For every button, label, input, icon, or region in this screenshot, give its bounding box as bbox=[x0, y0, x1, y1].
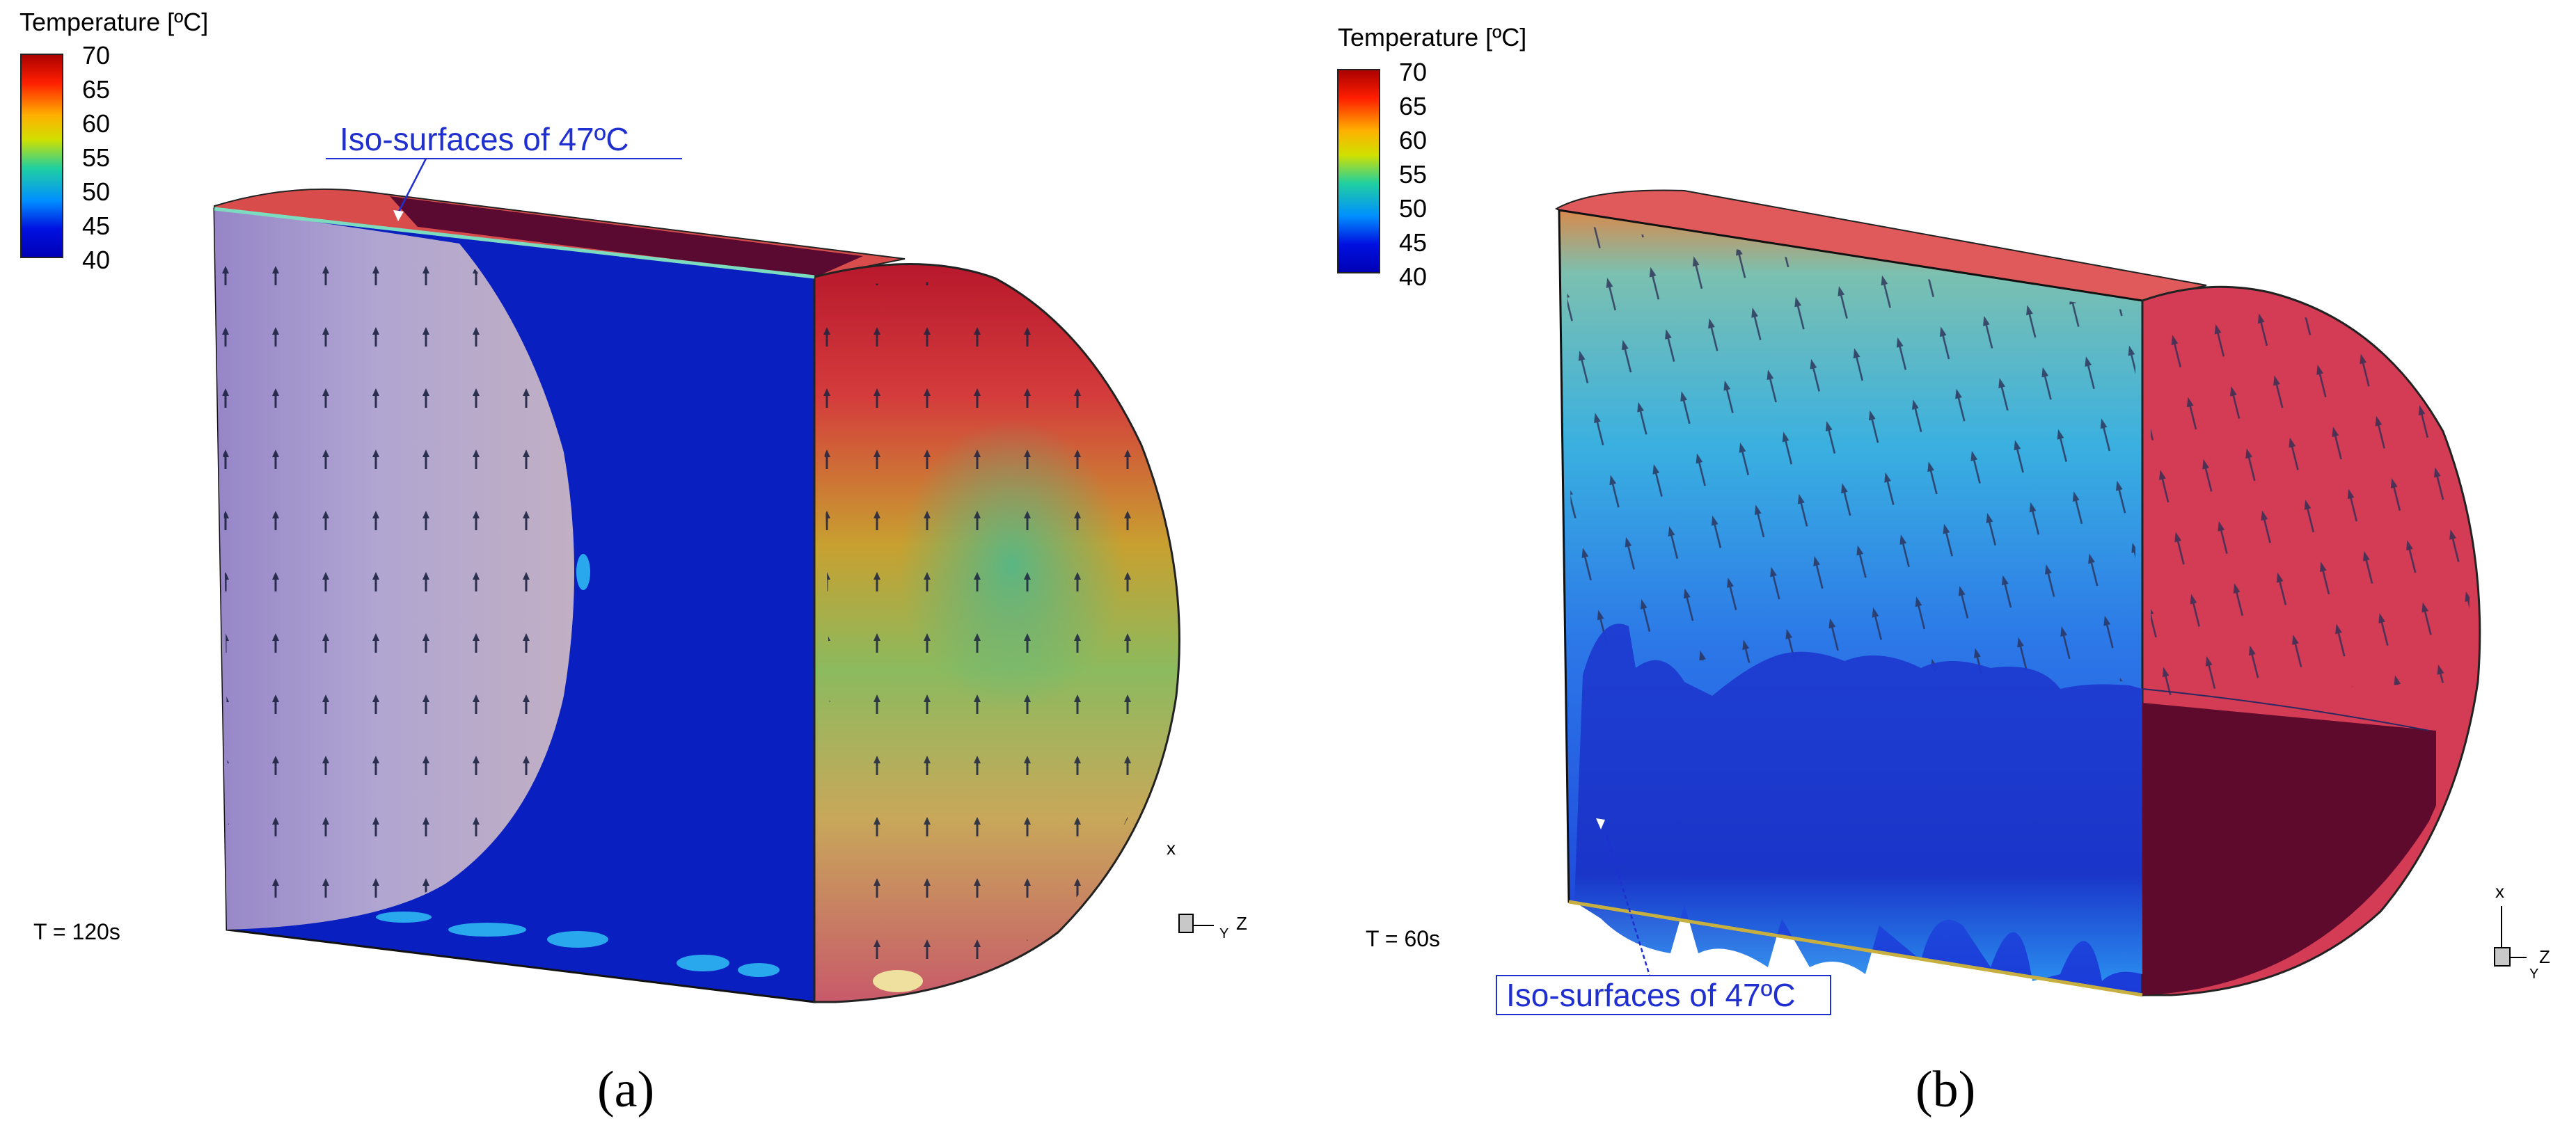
caption-a: (a) bbox=[597, 1061, 654, 1118]
colorbar-tick-b: 70 bbox=[1399, 58, 1427, 86]
colorbar-tick-b: 50 bbox=[1399, 194, 1427, 223]
axis-b-x: x bbox=[2495, 881, 2504, 902]
axis-b-y: Y bbox=[2529, 967, 2538, 982]
annotation-b-leader bbox=[1605, 834, 1651, 976]
colorbar-tick-b: 55 bbox=[1399, 160, 1427, 189]
annotation-a: Iso-surfaces of 47ºC bbox=[326, 121, 682, 221]
tank-b-bottom-edge bbox=[1568, 900, 2143, 997]
tank-b-vectors-cap bbox=[2151, 309, 2471, 696]
panel-b: Temperature [ºC] 70 65 60 55 50 45 40 bbox=[1337, 23, 2550, 1118]
colorbar-tick-b: 60 bbox=[1399, 126, 1427, 154]
colorbar-title-b: Temperature [ºC] bbox=[1338, 23, 1526, 51]
colorbar-tick-b: 45 bbox=[1399, 228, 1427, 257]
caption-b: (b) bbox=[1915, 1061, 1975, 1118]
tank-a-iso-line bbox=[214, 207, 815, 279]
tank-a-iso-blobs bbox=[376, 554, 780, 977]
colorbar-gradient-b bbox=[1337, 69, 1380, 273]
annotation-b-box bbox=[1496, 975, 1831, 1015]
axis-triad-a: x Y Z bbox=[1167, 838, 1247, 941]
colorbar-tick-a: 50 bbox=[82, 177, 110, 206]
axis-a-x: x bbox=[1167, 838, 1176, 859]
axis-triad-b: x Y Z bbox=[2494, 881, 2550, 982]
colorbar-tick-a: 40 bbox=[82, 246, 110, 274]
colorbar-title-a: Temperature [ºC] bbox=[19, 8, 208, 36]
tank-a bbox=[213, 188, 1180, 1003]
tank-b-top bbox=[1554, 189, 2207, 302]
tank-a-vectors-right bbox=[821, 282, 1169, 988]
panel-a: Temperature [ºC] 70 65 60 55 50 45 40 bbox=[19, 8, 1247, 1118]
axis-b-z: Z bbox=[2539, 946, 2550, 967]
tank-b-vectors-front bbox=[1566, 223, 2135, 682]
colorbar-tick-a: 55 bbox=[82, 143, 110, 172]
tank-b bbox=[1554, 189, 2481, 997]
annotation-b: Iso-surfaces of 47ºC bbox=[1496, 818, 1831, 1015]
time-label-b: T = 60s bbox=[1366, 926, 1440, 951]
tank-a-vectors-left bbox=[220, 230, 571, 925]
axis-a-z: Z bbox=[1236, 913, 1247, 934]
axis-a-y: Y bbox=[1219, 926, 1228, 941]
colorbar-tick-b: 65 bbox=[1399, 92, 1427, 120]
colorbar-tick-a: 60 bbox=[82, 109, 110, 138]
colorbar-tick-b: 40 bbox=[1399, 262, 1427, 291]
annotation-a-leader bbox=[397, 158, 427, 214]
colorbar-gradient-a bbox=[20, 54, 63, 258]
colorbar-tick-a: 70 bbox=[82, 41, 110, 70]
tank-a-top-inner bbox=[390, 196, 863, 277]
colorbar-tick-a: 65 bbox=[82, 75, 110, 104]
tank-b-iso-surface bbox=[1574, 623, 2142, 981]
colorbar-a: Temperature [ºC] 70 65 60 55 50 45 40 bbox=[19, 8, 208, 274]
time-label-a: T = 120s bbox=[33, 919, 120, 944]
annotation-a-label: Iso-surfaces of 47ºC bbox=[340, 121, 629, 157]
annotation-b-label: Iso-surfaces of 47ºC bbox=[1506, 977, 1796, 1013]
colorbar-tick-a: 45 bbox=[82, 212, 110, 240]
colorbar-b: Temperature [ºC] 70 65 60 55 50 45 40 bbox=[1337, 23, 1526, 291]
